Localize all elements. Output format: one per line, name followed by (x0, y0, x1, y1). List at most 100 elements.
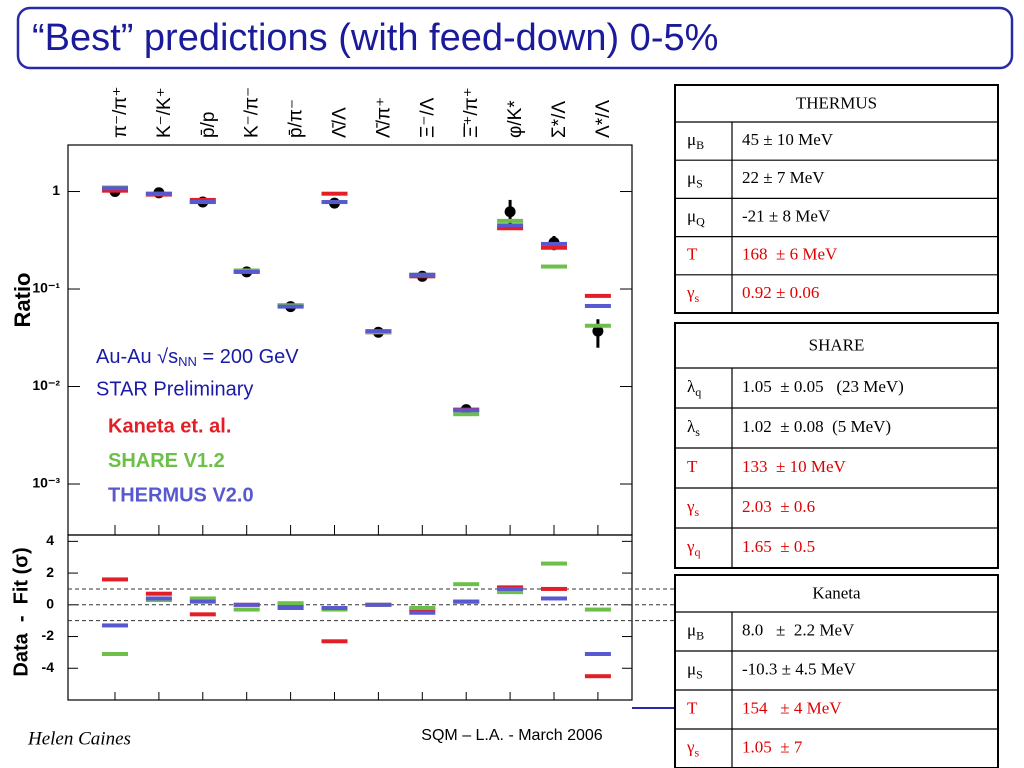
row-value: 45 ± 10 MeV (742, 130, 834, 149)
legend-entry: THERMUS V2.0 (108, 484, 254, 506)
row-symbol: γs (686, 283, 700, 305)
row-value: -21 ± 8 MeV (742, 206, 831, 225)
model-dash (541, 586, 567, 591)
row-symbol: μB (687, 130, 704, 152)
model-dash (277, 601, 304, 606)
model-dash (453, 599, 480, 604)
category-label: Σ*/Λ (549, 101, 570, 138)
model-dash (497, 586, 524, 591)
row-value: 1.65 ± 0.5 (742, 537, 815, 556)
symbol: λ (687, 417, 696, 436)
model-dash (321, 191, 348, 196)
y-tick-label: 1 (52, 182, 60, 198)
model-dash (409, 605, 436, 610)
symbol: γ (686, 737, 695, 756)
category-label: π⁻/π⁺ (110, 86, 131, 138)
model-dash (145, 596, 172, 601)
model-dash (321, 605, 348, 610)
slide-title: “Best” predictions (with feed-down) 0-5% (32, 17, 718, 59)
table-frame (674, 574, 999, 768)
legend-entry: Kaneta et. al. (108, 415, 231, 437)
symbol: γ (686, 497, 695, 516)
model-dash (584, 303, 611, 308)
category-label: Λ*/Λ (593, 100, 614, 138)
y-tick-label: 0 (46, 596, 54, 612)
category-label: p̄/p (198, 112, 219, 138)
symbol-sub: B (696, 628, 704, 642)
row-value: 0.92 ± 0.06 (742, 283, 819, 302)
model-dash (365, 329, 392, 334)
symbol: γ (686, 283, 695, 302)
row-symbol: γq (686, 537, 701, 559)
y-tick-label: -2 (42, 627, 55, 643)
model-dash (189, 197, 216, 202)
y-tick-label: 2 (46, 564, 54, 580)
row-value: 1.02 ± 0.08 (5 MeV) (742, 417, 891, 436)
y-axis-label: Ratio (10, 273, 35, 328)
plot-frame (67, 534, 633, 701)
symbol: μ (687, 206, 696, 225)
model-dash (233, 269, 260, 274)
model-dash (541, 561, 567, 566)
model-dash (365, 602, 392, 607)
model-dash (189, 599, 216, 604)
data-point (592, 325, 604, 337)
symbol-sub: s (695, 291, 700, 305)
symbol-sub: s (695, 505, 700, 519)
row-value: 168 ± 6 MeV (742, 245, 838, 264)
model-dash (277, 304, 304, 309)
model-dash (584, 323, 611, 328)
row-symbol: μQ (687, 206, 705, 228)
symbol-sub: B (696, 138, 704, 152)
row-value: 154 ± 4 MeV (742, 698, 842, 717)
symbol-sub: q (695, 545, 701, 559)
symbol: μ (687, 659, 696, 678)
y-tick-label: -4 (42, 659, 55, 675)
model-dash (453, 582, 480, 587)
annotation-text: = 200 GeV (197, 346, 299, 368)
table-frame (674, 84, 999, 314)
y-tick-label: 4 (46, 532, 54, 548)
symbol: μ (687, 168, 696, 187)
symbol-sub: Q (696, 214, 705, 228)
model-dash (584, 674, 611, 679)
model-dash (409, 610, 436, 615)
y-axis-label: Data - Fit (σ) (10, 547, 32, 676)
row-value: 22 ± 7 MeV (742, 168, 825, 187)
row-symbol: T (687, 698, 698, 717)
model-dash (102, 623, 128, 628)
model-dash (102, 651, 128, 656)
model-dash (584, 607, 611, 612)
y-tick-label: 10⁻³ (32, 475, 60, 491)
symbol: μ (687, 130, 696, 149)
annotation: STAR Preliminary (96, 378, 253, 400)
model-dash (541, 264, 567, 269)
model-dash (584, 293, 611, 298)
symbol: λ (687, 377, 696, 396)
model-dash (189, 596, 216, 601)
symbol-sub: s (695, 425, 700, 439)
symbol-sub: S (696, 667, 703, 681)
row-value: 8.0 ± 2.2 MeV (742, 620, 855, 639)
row-symbol: μB (687, 620, 704, 642)
model-dash (233, 607, 260, 612)
table-frame (674, 322, 999, 569)
table-title: Kaneta (812, 583, 861, 602)
row-symbol: λq (687, 377, 701, 399)
category-label: K⁻/π⁻ (242, 87, 263, 138)
annotation-sub: NN (178, 354, 197, 369)
symbol-sub: S (696, 176, 703, 190)
annotation: Au-Au √sNN = 200 GeV (96, 346, 299, 369)
row-symbol: γs (686, 497, 700, 519)
category-label: Ξ̄⁺/π⁺ (461, 87, 482, 138)
y-tick-label: 10⁻¹ (32, 280, 60, 296)
model-dash (541, 245, 567, 250)
symbol: T (687, 245, 698, 264)
symbol: μ (687, 620, 696, 639)
symbol: γ (686, 537, 695, 556)
symbol-sub: q (695, 385, 701, 399)
model-dash (497, 590, 524, 595)
model-dash (189, 200, 216, 205)
